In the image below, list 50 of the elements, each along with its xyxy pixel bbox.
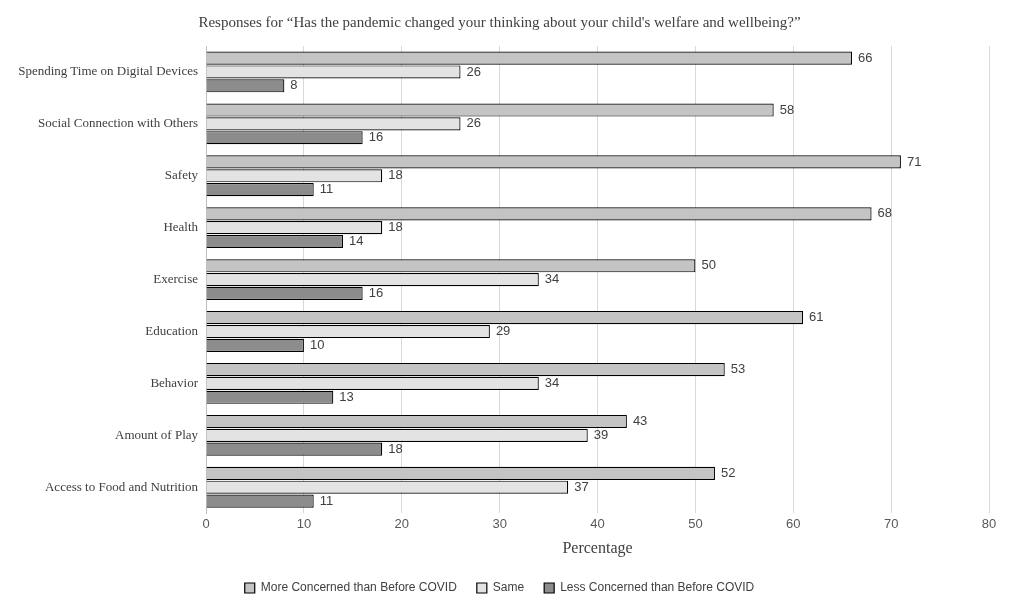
data-label: 11 (319, 181, 334, 197)
data-label: 26 (466, 115, 481, 131)
x-tick-label: 50 (688, 515, 703, 531)
y-tick-label: Behavior (150, 374, 199, 390)
data-label: 68 (877, 205, 893, 221)
data-label: 11 (319, 492, 334, 508)
y-tick-label: Education (145, 322, 199, 338)
data-label: 29 (495, 323, 511, 339)
x-tick-label: 20 (394, 515, 410, 531)
x-tick-label: 70 (883, 515, 899, 531)
y-tick-label: Spending Time on Digital Devices (18, 63, 199, 79)
data-label: 13 (339, 388, 354, 404)
legend-label: Same (492, 580, 525, 595)
data-label: 18 (388, 167, 403, 183)
data-label: 34 (544, 271, 560, 287)
y-tick-label: Social Connection with Others (38, 115, 199, 131)
data-label: 16 (368, 129, 384, 145)
data-label: 39 (593, 426, 609, 442)
x-tick-label: 80 (981, 515, 997, 531)
chart-title: Responses for “Has the pandemic changed your thinking about your child's welfare and wellbeing?” (198, 13, 801, 30)
x-axis-title: Percentage (562, 538, 633, 557)
data-label: 18 (388, 440, 403, 456)
data-label: 34 (544, 375, 560, 390)
data-label: 26 (466, 63, 481, 79)
y-tick-label: Access to Food and Nutrition (44, 478, 199, 494)
data-label: 52 (720, 464, 736, 480)
data-label: 14 (349, 233, 364, 249)
data-label: 71 (906, 153, 922, 169)
data-label: 43 (632, 413, 648, 429)
x-tick-label: 10 (296, 515, 312, 531)
data-label: 53 (730, 361, 746, 377)
data-label: 18 (388, 219, 403, 235)
x-tick-label: 60 (786, 515, 801, 531)
x-tick-label: 40 (590, 515, 605, 531)
data-label: 61 (809, 309, 824, 325)
y-tick-label: Safety (164, 167, 199, 183)
y-tick-label: Health (163, 219, 199, 235)
legend-label: Less Concerned than Before COVID (560, 580, 755, 595)
data-label: 37 (574, 478, 589, 494)
y-tick-label: Amount of Play (115, 426, 199, 442)
data-label: 50 (701, 257, 716, 273)
data-label: 66 (857, 49, 873, 65)
data-label: 58 (779, 101, 795, 117)
x-tick-label: 30 (492, 515, 507, 531)
data-label: 8 (290, 77, 298, 93)
data-label: 16 (368, 285, 384, 301)
data-label: 10 (309, 336, 325, 352)
legend-label: More Concerned than Before COVID (260, 580, 458, 595)
x-tick-label: 0 (202, 515, 210, 531)
y-tick-label: Exercise (153, 271, 199, 287)
